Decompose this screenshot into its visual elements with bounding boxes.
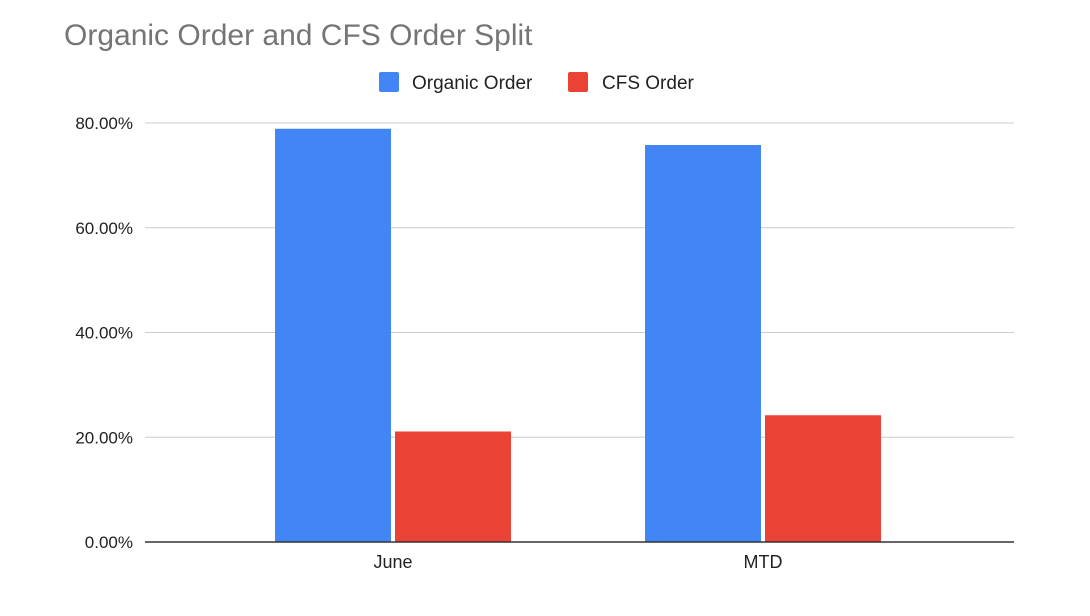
y-tick-label: 80.00% [75, 114, 133, 133]
legend-label: CFS Order [602, 73, 695, 94]
chart-title: Organic Order and CFS Order Split [64, 19, 533, 52]
x-axis: June MTD [145, 541, 1014, 572]
y-tick-label: 60.00% [75, 219, 133, 238]
legend: Organic Order CFS Order [379, 72, 695, 94]
bars [275, 128, 881, 543]
bar-organic-order-june [275, 128, 391, 543]
x-tick-label: June [373, 552, 412, 572]
bar-cfs-order-mtd [765, 415, 881, 542]
legend-swatch [379, 72, 399, 92]
y-tick-label: 0.00% [85, 533, 133, 552]
y-axis: 0.00% 20.00% 40.00% 60.00% 80.00% [75, 114, 133, 552]
bar-cfs-order-june [395, 431, 511, 542]
bar-organic-order-mtd [645, 144, 761, 542]
y-tick-label: 40.00% [75, 324, 133, 343]
x-tick-label: MTD [744, 552, 783, 572]
legend-swatch [568, 72, 588, 92]
y-tick-label: 20.00% [75, 428, 133, 447]
legend-label: Organic Order [412, 73, 533, 94]
